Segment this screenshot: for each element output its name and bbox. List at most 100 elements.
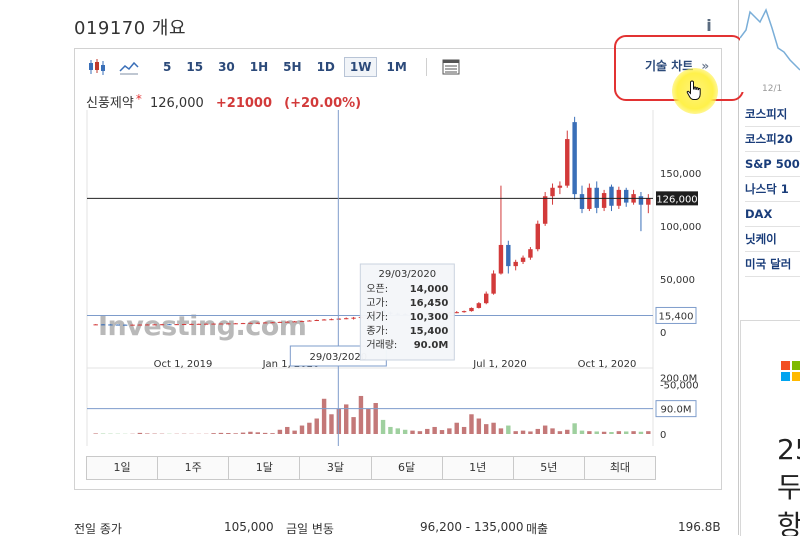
interval-button-1m[interactable]: 1M: [380, 57, 412, 77]
timeframe-4[interactable]: 3달: [300, 457, 371, 479]
volume-bar: [646, 431, 650, 434]
timeframe-2[interactable]: 1주: [158, 457, 229, 479]
candle: [337, 318, 341, 320]
candle: [329, 319, 333, 321]
candle: [315, 320, 319, 321]
timeframe-5[interactable]: 6달: [372, 457, 443, 479]
interval-button-1d[interactable]: 1D: [311, 57, 341, 77]
tooltip-row-value: 14,000: [410, 284, 449, 295]
svg-text:126,000: 126,000: [656, 194, 697, 205]
candle: [499, 186, 503, 275]
volume-bar: [410, 431, 414, 434]
volume-bar: [491, 423, 495, 434]
volume-bar: [506, 426, 510, 434]
candle: [455, 311, 459, 313]
candle: [550, 184, 554, 205]
sidebar-thumb-label: 12/1: [762, 84, 782, 92]
sidebar-index-item-4[interactable]: 나스닥 1: [745, 177, 800, 202]
tooltip-row-value: 15,400: [410, 326, 449, 337]
prev-close-value: 105,000: [224, 520, 274, 534]
quote-line: 신풍제약* 126,000 +21000 (+20.00%): [86, 92, 361, 111]
sidebar-index-item-6[interactable]: 닛케이: [745, 227, 800, 252]
volume-bar: [93, 433, 97, 434]
volume-bar: [337, 409, 341, 434]
info-button[interactable]: i: [700, 16, 718, 36]
candlestick-icon[interactable]: [85, 57, 109, 77]
volume-bar: [565, 430, 569, 434]
sidebar-ad[interactable]: 25두항: [740, 320, 800, 536]
volume-bar: [477, 419, 481, 435]
revenue-label: 매출: [526, 520, 548, 537]
candle: [513, 260, 517, 271]
volume-tick-label: 0: [660, 430, 666, 441]
candle: [130, 325, 134, 326]
price-chart[interactable]: Investing.com 150,000100,00050,0000-50,0…: [80, 110, 720, 456]
volume-bar: [373, 403, 377, 434]
table-icon[interactable]: [439, 57, 463, 77]
sidebar-index-item-2[interactable]: 코스피20: [745, 127, 800, 152]
timeframe-6[interactable]: 1년: [443, 457, 514, 479]
candle: [580, 186, 584, 214]
tooltip-row-value: 10,300: [410, 312, 449, 323]
revenue-value: 196.8B: [678, 520, 721, 534]
candle: [351, 317, 355, 320]
timeframe-7[interactable]: 5년: [514, 457, 585, 479]
candle: [595, 181, 599, 213]
sidebar-index-item-7[interactable]: 미국 달러: [745, 252, 800, 277]
interval-button-30[interactable]: 30: [212, 57, 241, 77]
volume-bar: [521, 431, 525, 434]
timeframe-3[interactable]: 1달: [229, 457, 300, 479]
volume-bar: [388, 427, 392, 434]
star-icon: *: [136, 92, 142, 106]
volume-bar: [462, 427, 466, 434]
volume-bar: [469, 414, 473, 434]
ad-line-2: 두: [777, 469, 800, 507]
price-change-percent: (+20.00%): [284, 96, 361, 111]
tooltip-row-label: 종가:: [366, 325, 388, 337]
tooltip-row-value: 90.0M: [414, 340, 449, 351]
sidebar-index-item-5[interactable]: DAX: [745, 202, 800, 227]
volume-bar: [631, 431, 635, 434]
interval-button-15[interactable]: 15: [180, 57, 209, 77]
volume-bar: [528, 431, 532, 434]
candle: [175, 324, 179, 325]
volume-bar: [580, 431, 584, 434]
interval-button-5h[interactable]: 5H: [277, 57, 307, 77]
volume-bar: [285, 427, 289, 434]
candle: [558, 181, 562, 194]
stock-price: 126,000: [150, 96, 204, 111]
right-divider: [738, 0, 739, 535]
svg-text:90.0M: 90.0M: [661, 405, 692, 416]
price-change: +21000: [216, 96, 272, 111]
tooltip-row-value: 16,450: [410, 298, 449, 309]
line-chart-icon[interactable]: [117, 57, 141, 77]
candle: [491, 270, 495, 294]
interval-button-1w[interactable]: 1W: [344, 57, 378, 77]
candle: [572, 117, 576, 200]
crosshair-price-label: 15,400: [656, 307, 696, 323]
volume-bar: [396, 428, 400, 434]
sidebar-mini-chart[interactable]: 12/1: [740, 0, 800, 92]
volume-bar: [558, 431, 562, 434]
volume-bar: [256, 432, 260, 434]
toolbar-separator: [426, 58, 427, 76]
interval-button-5[interactable]: 5: [157, 57, 177, 77]
volume-bar: [624, 431, 628, 434]
volume-bar: [322, 399, 326, 434]
volume-bar: [595, 431, 599, 434]
volume-bar: [418, 431, 422, 434]
stock-name: 신풍제약: [86, 96, 134, 111]
volume-bar: [315, 419, 319, 435]
microsoft-logo-icon: [781, 361, 800, 381]
timeframe-8[interactable]: 최대: [585, 457, 655, 479]
timeframe-1[interactable]: 1일: [87, 457, 158, 479]
ohlc-tooltip: 29/03/2020오픈:14,000고가:16,450저가:10,300종가:…: [360, 264, 454, 360]
sidebar-index-item-3[interactable]: S&P 500: [745, 152, 800, 177]
tooltip-row-label: 오픈:: [366, 283, 388, 295]
hand-pointer-icon: [686, 80, 704, 102]
volume-bar: [270, 433, 274, 434]
interval-button-1h[interactable]: 1H: [244, 57, 274, 77]
sidebar-index-item-1[interactable]: 코스피지: [745, 102, 800, 127]
